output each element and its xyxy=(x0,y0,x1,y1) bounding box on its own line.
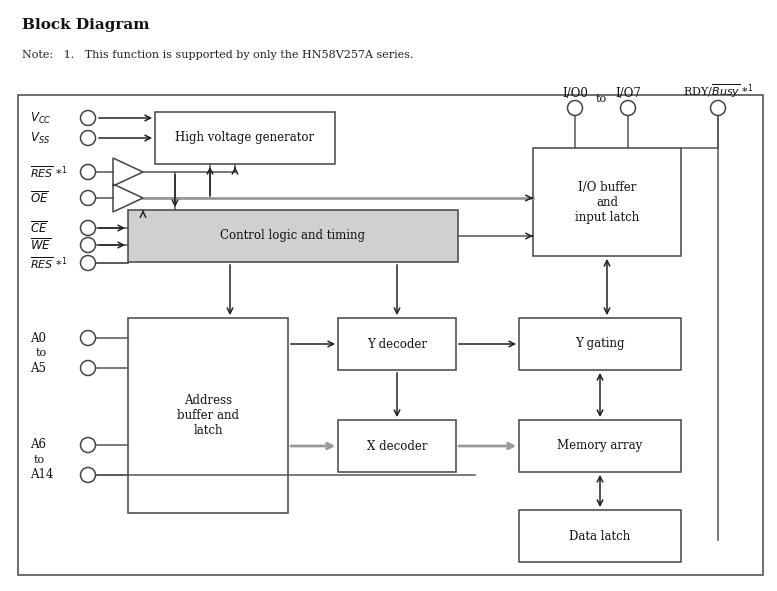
Bar xyxy=(155,112,335,164)
Text: Y decoder: Y decoder xyxy=(367,337,427,350)
Text: I/O buffer
and
input latch: I/O buffer and input latch xyxy=(575,180,639,223)
Bar xyxy=(128,210,458,262)
Text: RDY/$\overline{Busy}$ *$^1$: RDY/$\overline{Busy}$ *$^1$ xyxy=(682,83,754,100)
Text: X decoder: X decoder xyxy=(367,440,427,453)
Bar xyxy=(338,318,456,370)
Text: $\overline{OE}$: $\overline{OE}$ xyxy=(30,190,49,206)
Text: Data latch: Data latch xyxy=(570,530,631,543)
Text: $\overline{RES}$ *$^1$: $\overline{RES}$ *$^1$ xyxy=(30,164,68,180)
Text: A14: A14 xyxy=(30,469,54,482)
Text: I/O7: I/O7 xyxy=(615,87,641,100)
Text: Address
buffer and
latch: Address buffer and latch xyxy=(177,394,239,437)
Text: Control logic and timing: Control logic and timing xyxy=(221,229,365,242)
Bar xyxy=(338,420,456,472)
Bar xyxy=(18,95,763,575)
Text: Block Diagram: Block Diagram xyxy=(22,18,149,32)
Text: $\overline{CE}$: $\overline{CE}$ xyxy=(30,220,47,236)
Text: to: to xyxy=(596,94,607,104)
Text: I/O0: I/O0 xyxy=(562,87,588,100)
Bar xyxy=(533,148,681,256)
Text: $\overline{WE}$: $\overline{WE}$ xyxy=(30,237,51,253)
Bar xyxy=(519,318,681,370)
Text: High voltage generator: High voltage generator xyxy=(176,132,315,145)
Text: A0: A0 xyxy=(30,332,46,345)
Text: Note:   1.   This function is supported by only the HN58V257A series.: Note: 1. This function is supported by o… xyxy=(22,50,413,60)
Text: to: to xyxy=(36,348,47,358)
Bar xyxy=(519,420,681,472)
Text: $V_{CC}$: $V_{CC}$ xyxy=(30,111,51,125)
Text: Y gating: Y gating xyxy=(575,337,625,350)
Text: $\overline{RES}$ *$^1$: $\overline{RES}$ *$^1$ xyxy=(30,255,68,271)
Text: A5: A5 xyxy=(30,362,46,375)
Bar xyxy=(519,510,681,562)
Text: Memory array: Memory array xyxy=(557,440,643,453)
Text: $V_{SS}$: $V_{SS}$ xyxy=(30,131,51,145)
Bar xyxy=(128,318,288,513)
Text: to: to xyxy=(34,455,45,465)
Text: A6: A6 xyxy=(30,439,46,452)
